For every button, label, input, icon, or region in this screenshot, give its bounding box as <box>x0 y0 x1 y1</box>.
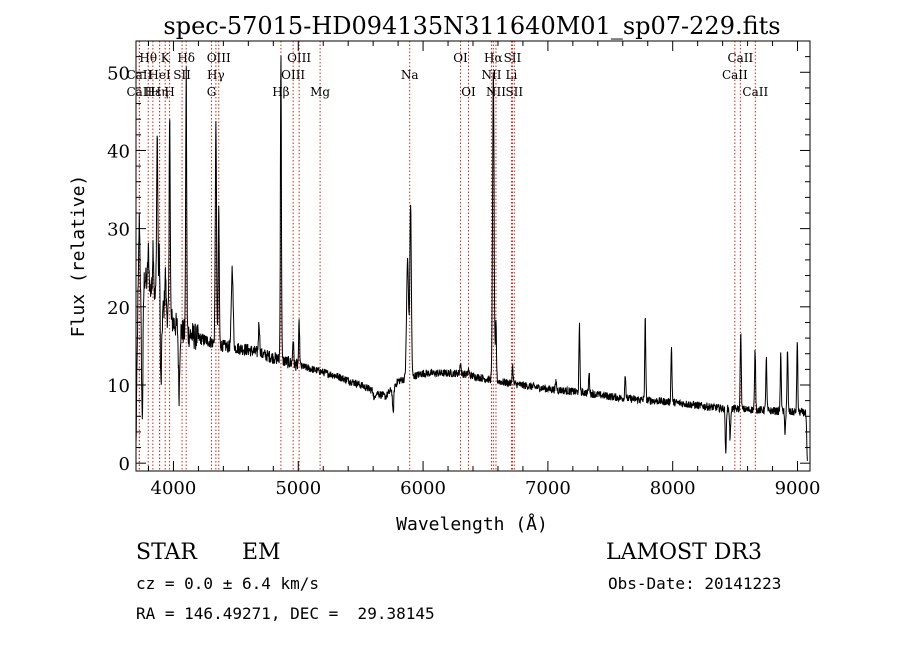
coordinates-text: RA = 146.49271, DEC = 29.38145 <box>136 604 435 623</box>
line-marker-label: OI <box>453 51 468 65</box>
line-marker-label: G <box>207 85 217 99</box>
y-tick-label: 20 <box>107 298 130 319</box>
y-tick-label: 10 <box>107 376 130 397</box>
y-tick-label: 30 <box>107 220 130 241</box>
line-marker-layer <box>138 41 756 471</box>
y-axis-label: Flux (relative) <box>68 175 89 338</box>
line-marker-label: Hα <box>484 51 503 65</box>
line-marker-label: OIII <box>281 68 305 82</box>
x-tick-label: 4000 <box>151 478 197 499</box>
y-tick-label: 50 <box>107 63 130 84</box>
x-tick-label: 7000 <box>525 478 571 499</box>
line-marker-label: CaII <box>722 68 748 82</box>
axis-tick-layer: 4000 5000 6000 7000 8000 9000 0 10 20 30 40 50 <box>107 41 820 499</box>
line-marker-label: HeI <box>148 68 171 82</box>
line-marker-label: CaII <box>727 51 753 65</box>
x-tick-label: 5000 <box>275 478 321 499</box>
line-marker-label: Na <box>401 68 419 82</box>
object-subclass-label: EM <box>242 540 281 565</box>
line-marker-label: SII <box>173 68 191 82</box>
line-marker-label: SII <box>505 85 523 99</box>
line-marker-label: CaII <box>126 85 152 99</box>
x-tick-label: 8000 <box>650 478 696 499</box>
line-marker-label: Mg <box>310 85 330 99</box>
line-marker-label: NII <box>481 68 501 82</box>
line-marker-label: Hδ <box>177 51 195 65</box>
line-marker-label: OIII <box>287 51 311 65</box>
y-tick-label: 40 <box>107 141 130 162</box>
y-tick-label: 0 <box>119 454 130 475</box>
spectrum-line <box>135 55 808 461</box>
line-marker-label: K <box>161 51 171 65</box>
redshift-text: cz = 0.0 ± 6.4 km/s <box>136 574 320 593</box>
line-marker-label: H <box>164 85 174 99</box>
line-marker-label: CaII <box>742 85 768 99</box>
line-marker-label: NII <box>486 85 506 99</box>
obs-date-text: Obs-Date: 20141223 <box>608 574 782 593</box>
line-marker-label: OI <box>461 85 476 99</box>
x-tick-label: 9000 <box>775 478 821 499</box>
line-marker-label: OIII <box>207 51 231 65</box>
line-marker-label: CaII <box>126 68 152 82</box>
x-tick-label: 6000 <box>400 478 446 499</box>
object-class-label: STAR <box>136 540 197 565</box>
line-marker-label: Hε <box>145 85 162 99</box>
line-marker-label: SII <box>504 51 522 65</box>
line-marker-label: Hθ <box>139 51 157 65</box>
chart-title: spec-57015-HD094135N311640M01_sp07-229.f… <box>163 12 780 40</box>
x-axis-label: Wavelength (Å) <box>396 513 548 535</box>
line-marker-label: Hγ <box>207 68 225 82</box>
line-marker-label: Hη <box>151 85 169 99</box>
survey-label: LAMOST DR3 <box>606 540 762 565</box>
line-marker-label: Li <box>506 68 518 82</box>
